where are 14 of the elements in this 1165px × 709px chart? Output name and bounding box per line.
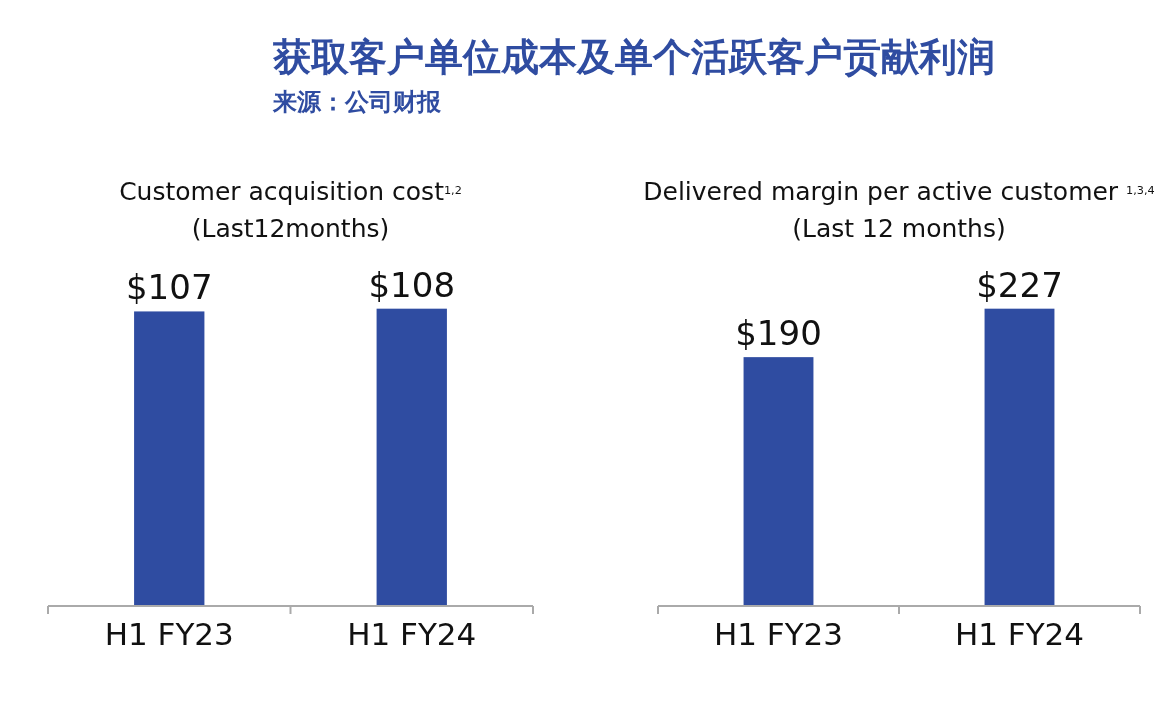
x-tick-label: H1 FY24 [347,616,477,652]
chart-subtitle: (Last12months) [191,214,390,243]
chart-title: Delivered margin per active customer $^{1,3,4}$ [643,177,1155,206]
data-label: $107 [125,267,213,308]
data-label: $227 [976,264,1063,305]
chart-title: Customer acquisition cost$^{1,2}$ [119,177,462,206]
chart-subtitle: (Last 12 months) [792,214,1006,243]
x-tick-label: H1 FY24 [954,616,1085,652]
source-note: 来源：公司财报 [272,88,442,116]
data-label: $190 [735,313,822,354]
x-tick-label: H1 FY23 [713,616,844,652]
x-tick-label: H1 FY23 [104,616,234,652]
text: 获取客户单位成本及单个活跃客户贡献利润 [272,35,995,79]
data-label: $108 [368,264,456,305]
